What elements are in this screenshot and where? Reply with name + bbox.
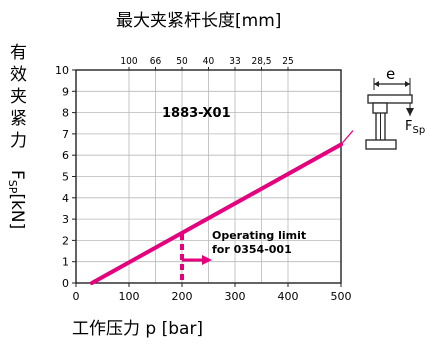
inset-arrow-left [374, 81, 379, 87]
operating-limit-group [180, 234, 212, 283]
top-tick-label: 25 [282, 56, 293, 67]
top-axis-label: 最大夹紧杆长度[mm] [116, 11, 281, 31]
y-tick-label: 6 [62, 149, 69, 162]
grid-lines [76, 70, 341, 283]
top-tick-label: 100 [120, 56, 137, 67]
x-axis-label: 工作压力 p [bar] [72, 319, 203, 339]
annotation-operating-limit: Operating limit for 0354-001 [212, 229, 306, 256]
y-axis-label-symbol: FSP[kN] [6, 170, 27, 229]
top-tick-label: 33 [229, 56, 240, 67]
y-tick-label: 10 [55, 64, 69, 77]
annotation-line-1: Operating limit [212, 229, 306, 242]
x-tick-label: 200 [172, 290, 193, 303]
y-axis-label-char: 夹 [10, 87, 27, 107]
x-tick-label: 300 [225, 290, 246, 303]
y-tick-label: 9 [62, 85, 69, 98]
inset-arrow-right [405, 81, 410, 87]
y-tick-label: 5 [62, 171, 69, 184]
y-axis-label: 有 效 夹 紧 力 FSP[kN] [6, 43, 27, 229]
y-tick-label: 3 [62, 213, 69, 226]
y-axis-label-char: 紧 [10, 109, 27, 129]
series-group [89, 130, 354, 285]
y-axis-label-char: 效 [10, 65, 27, 85]
y-tick-label: 4 [62, 192, 69, 205]
x-tick-label: 0 [73, 290, 80, 303]
chart-title: 1883-X01 [162, 106, 231, 121]
y-tick-label: 7 [62, 128, 69, 141]
y-axis-label-char: 有 [10, 43, 27, 63]
top-tick-label: 66 [150, 56, 162, 67]
limit-arrow-head [202, 255, 212, 266]
top-tick-label: 28,5 [251, 56, 271, 67]
inset-force-arrow [406, 108, 414, 116]
inset-clamp-head [372, 102, 388, 114]
y-tick-label: 0 [62, 277, 69, 290]
top-axis: 100 66 50 40 33 28,5 25 [120, 56, 294, 70]
inset-base [365, 139, 397, 150]
series-line [89, 142, 343, 285]
x-tick-label: 400 [278, 290, 299, 303]
series-leader [340, 130, 354, 145]
x-tick-label: 100 [119, 290, 140, 303]
y-tick-label: 2 [62, 234, 69, 247]
inset-clamp-arm [367, 94, 413, 104]
top-tick-label: 40 [203, 56, 215, 67]
x-tick-label: 500 [331, 290, 352, 303]
y-axis: 0 1 2 3 4 5 6 7 8 9 10 [55, 64, 76, 290]
inset-force-label: FSp [405, 119, 425, 136]
y-axis-label-char: 力 [10, 131, 27, 151]
y-tick-label: 8 [62, 107, 69, 120]
top-tick-label: 50 [176, 56, 188, 67]
annotation-line-2: for 0354-001 [212, 243, 292, 256]
x-axis: 0 100 200 300 400 500 [73, 283, 352, 303]
y-tick-label: 1 [62, 256, 69, 269]
clamp-inset-diagram: e FSp [365, 65, 425, 150]
inset-dim-label: e [386, 65, 395, 83]
